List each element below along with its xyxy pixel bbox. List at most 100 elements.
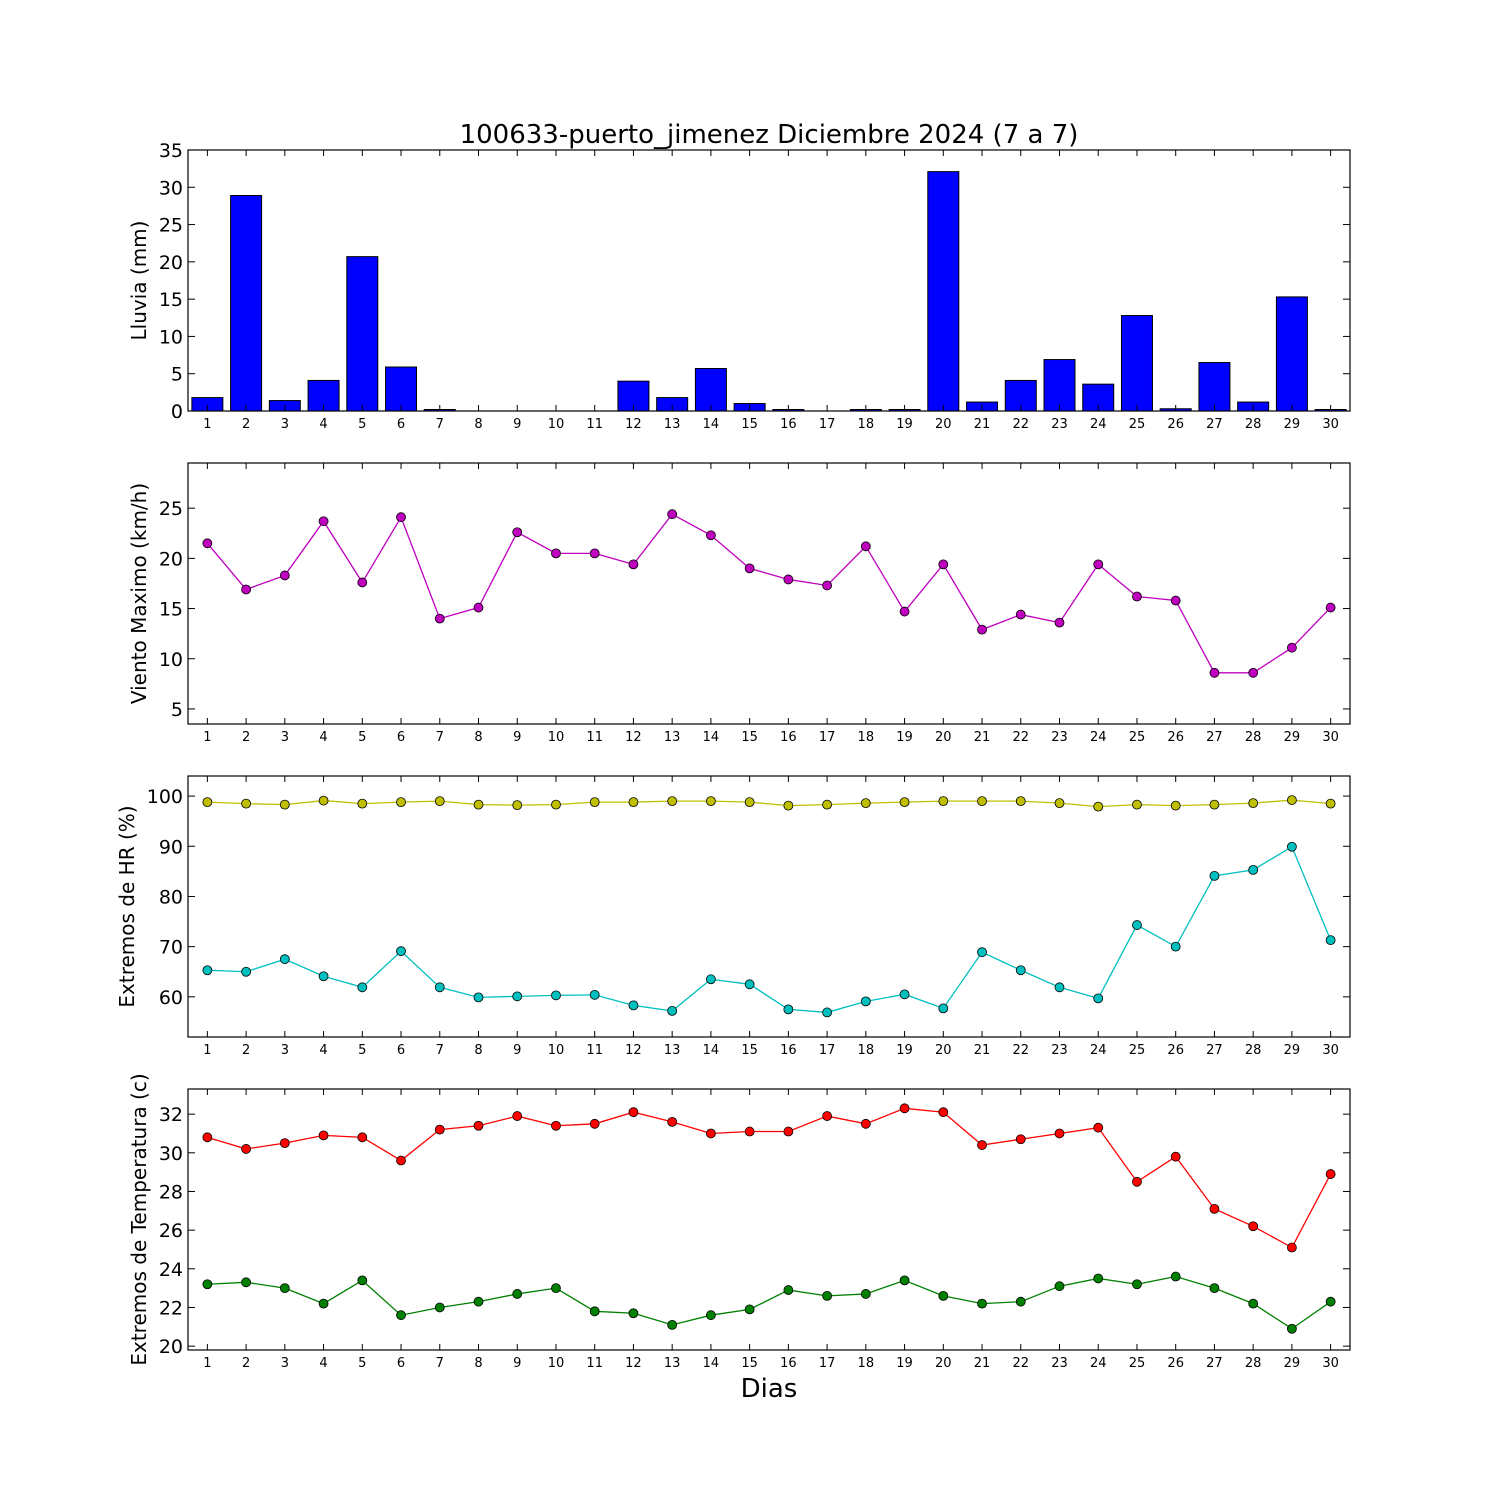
point-series-1-day-20 [938, 1003, 949, 1014]
x-tick-label: 18 [858, 1356, 875, 1371]
x-tick-label: 28 [1245, 1356, 1262, 1371]
x-tick-label: 6 [397, 730, 405, 745]
x-tick-label: 2 [242, 417, 250, 432]
point-series-1-day-28 [1248, 864, 1259, 875]
point-series-1-day-7 [434, 982, 445, 993]
y-tick-label: 32 [159, 1104, 183, 1126]
point-series-0-day-2 [241, 798, 252, 809]
point-series-1-day-5 [357, 982, 368, 993]
x-tick-label: 23 [1051, 1356, 1068, 1371]
point-series-0-day-16 [783, 800, 794, 811]
point-series-0-day-11 [589, 797, 600, 807]
x-tick-label: 7 [436, 1356, 444, 1371]
point-series-0-day-15 [744, 1126, 755, 1137]
point-series-0-day-24 [1093, 801, 1104, 812]
point-series-0-day-26 [1170, 595, 1181, 606]
point-series-0-day-29 [1287, 1242, 1297, 1253]
point-series-0-day-27 [1209, 1203, 1220, 1214]
x-tick-label: 14 [703, 1356, 720, 1371]
point-series-0-day-23 [1054, 1128, 1065, 1139]
point-series-1-day-15 [744, 1304, 755, 1315]
point-series-1-day-9 [512, 1289, 523, 1299]
x-tick-label: 20 [935, 730, 952, 745]
point-series-0-day-3 [279, 799, 290, 810]
x-tick-label: 12 [625, 730, 642, 745]
bar-day-6 [385, 366, 418, 412]
x-tick-label: 13 [664, 1356, 681, 1371]
point-series-1-day-18 [860, 996, 871, 1007]
point-series-1-day-4 [318, 971, 329, 982]
point-series-0-day-10 [551, 799, 561, 810]
x-tick-label: 3 [281, 730, 289, 745]
point-series-1-day-17 [822, 1007, 832, 1018]
y-tick-label: 10 [159, 649, 183, 671]
x-tick-label: 1 [203, 1043, 211, 1058]
point-series-0-day-6 [396, 797, 406, 807]
x-tick-label: 28 [1245, 417, 1262, 432]
point-series-1-day-1 [202, 965, 213, 976]
point-series-0-day-4 [318, 516, 329, 527]
x-tick-label: 21 [974, 730, 991, 745]
point-series-1-day-25 [1132, 920, 1142, 930]
x-tick-label: 18 [858, 1043, 875, 1058]
x-tick-label: 27 [1206, 417, 1223, 432]
x-tick-label: 23 [1051, 1043, 1068, 1058]
point-series-0-day-6 [396, 1155, 406, 1166]
point-series-0-day-28 [1248, 667, 1259, 678]
x-tick-label: 18 [858, 730, 875, 745]
point-series-1-day-1 [202, 1279, 213, 1290]
point-series-0-day-2 [241, 1144, 252, 1154]
point-series-0-day-23 [1054, 617, 1065, 628]
point-series-0-day-22 [1015, 796, 1026, 806]
x-tick-label: 4 [319, 1356, 327, 1371]
point-series-0-day-19 [899, 797, 910, 807]
y-tick-label: 5 [171, 364, 183, 386]
point-series-0-day-25 [1132, 1176, 1142, 1187]
point-series-0-day-18 [860, 541, 871, 552]
point-series-1-day-24 [1093, 993, 1104, 1004]
x-tick-label: 24 [1090, 1043, 1107, 1058]
point-series-0-day-14 [706, 530, 716, 541]
x-tick-label: 17 [819, 1043, 836, 1058]
x-tick-label: 5 [358, 1356, 366, 1371]
plot-area [188, 776, 1350, 1037]
point-series-0-day-8 [473, 1120, 484, 1131]
point-series-1-day-8 [473, 1296, 484, 1307]
y-axis-label: Lluvia (mm) [127, 221, 151, 341]
x-tick-label: 24 [1090, 417, 1107, 432]
x-tick-label: 10 [548, 1356, 565, 1371]
point-series-1-day-2 [241, 1277, 252, 1288]
x-tick-label: 29 [1284, 1356, 1301, 1371]
x-tick-label: 12 [625, 1043, 642, 1058]
x-tick-label: 12 [625, 1356, 642, 1371]
x-tick-label: 10 [548, 417, 565, 432]
point-series-1-day-22 [1015, 1296, 1026, 1307]
x-tick-label: 8 [474, 1043, 482, 1058]
x-tick-label: 11 [586, 1356, 603, 1371]
x-tick-label: 3 [281, 1043, 289, 1058]
y-tick-label: 25 [159, 498, 183, 520]
point-series-1-day-9 [512, 991, 523, 1002]
x-tick-label: 22 [1012, 417, 1029, 432]
y-tick-label: 28 [159, 1181, 183, 1203]
point-series-0-day-18 [860, 1118, 871, 1129]
point-series-0-day-17 [822, 580, 832, 591]
x-tick-label: 7 [436, 1043, 444, 1058]
point-series-1-day-17 [822, 1290, 832, 1301]
point-series-0-day-16 [783, 1126, 794, 1137]
plot-area [188, 1089, 1350, 1350]
x-tick-label: 19 [896, 1356, 913, 1371]
x-tick-label: 8 [474, 1356, 482, 1371]
point-series-0-day-27 [1209, 667, 1220, 678]
point-series-0-day-5 [357, 798, 368, 809]
point-series-0-day-8 [473, 799, 484, 810]
y-tick-label: 5 [171, 699, 183, 721]
point-series-0-day-11 [589, 548, 600, 559]
x-tick-label: 21 [974, 417, 991, 432]
point-series-0-day-16 [783, 574, 794, 585]
point-series-1-day-3 [279, 954, 290, 965]
point-series-1-day-21 [977, 1298, 987, 1309]
point-series-1-day-13 [667, 1006, 678, 1016]
point-series-0-day-26 [1170, 800, 1181, 811]
